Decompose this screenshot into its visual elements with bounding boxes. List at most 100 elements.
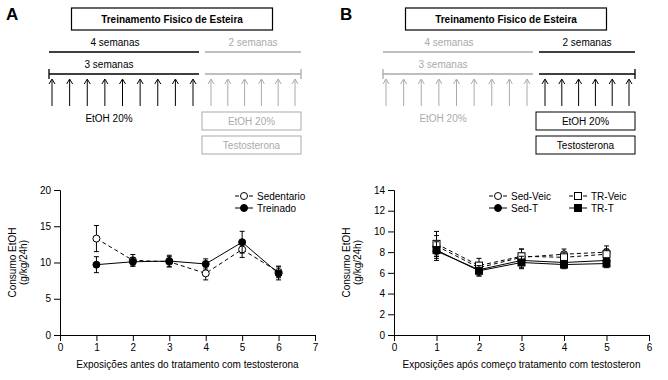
- tick-mark: [388, 335, 394, 336]
- tick-label: 2: [477, 342, 483, 353]
- arrow: [157, 80, 158, 106]
- arrow-head: [275, 79, 281, 84]
- line: [96, 239, 278, 274]
- error-bar-cap: [519, 249, 524, 250]
- tick: 5: [240, 335, 246, 353]
- legend-marker: [575, 205, 582, 212]
- arrow-head: [155, 79, 161, 84]
- error-bar: [276, 267, 281, 280]
- tick: 0: [58, 335, 64, 353]
- arrow-head: [242, 79, 248, 84]
- arrow: [261, 80, 262, 106]
- arrow: [612, 80, 613, 106]
- arrow-head: [401, 79, 407, 84]
- tick-mark: [564, 335, 565, 341]
- timeline: [539, 73, 635, 74]
- arrow: [578, 80, 579, 106]
- arrow-head: [626, 79, 632, 84]
- arrow-head: [190, 79, 196, 84]
- point: [202, 260, 209, 267]
- tick-mark: [479, 335, 480, 341]
- arrow: [140, 80, 141, 106]
- point: [93, 261, 100, 268]
- legend-item: TR-Veic: [569, 191, 627, 202]
- legend-item: Sedentario: [235, 191, 306, 202]
- arrow-head: [454, 79, 460, 84]
- arrow: [244, 80, 245, 106]
- tick: 10: [40, 257, 60, 268]
- arrow: [211, 80, 212, 106]
- arrow-head: [418, 79, 424, 84]
- tick: 14: [374, 185, 394, 196]
- error-bar-cap: [519, 268, 524, 269]
- legend: Sed-VeicSed-TTR-VeicTR-T: [489, 191, 627, 214]
- error-bar-cap: [167, 266, 172, 267]
- tick-mark: [96, 335, 97, 341]
- tick-label: 6: [276, 342, 282, 353]
- point: [603, 251, 610, 258]
- legend-label: Sed-T: [511, 203, 538, 214]
- tick: 2: [379, 309, 394, 320]
- arrow-head: [137, 79, 143, 84]
- y-axis-title: Consumo EtOH(g/kg/24h): [341, 227, 363, 297]
- arrow: [278, 80, 279, 106]
- error-bar-cap: [434, 241, 439, 242]
- arrow: [104, 80, 105, 106]
- legend-item: Sed-T: [489, 203, 538, 214]
- tick-mark: [388, 231, 394, 232]
- point: [433, 247, 440, 254]
- timeline: [539, 51, 635, 52]
- tick-mark: [388, 294, 394, 295]
- error-bar-cap: [519, 256, 524, 257]
- diagram-label: 3 semanas: [85, 59, 134, 70]
- series: [93, 231, 282, 280]
- tick-mark: [54, 226, 60, 227]
- arrow-head: [436, 79, 442, 84]
- arrow: [421, 80, 422, 106]
- timeline-tick: [382, 69, 383, 79]
- arrow: [227, 80, 228, 106]
- error-bar-cap: [276, 266, 281, 267]
- arrow: [629, 80, 630, 106]
- tick: 4: [379, 288, 394, 299]
- diagram-box: [202, 112, 301, 130]
- error-bar-cap: [240, 231, 245, 232]
- tick-label: 7: [313, 342, 319, 353]
- tick-label: 3: [167, 342, 173, 353]
- tick-label: 6: [647, 342, 653, 353]
- tick: 1: [434, 335, 440, 353]
- tick: 3: [167, 335, 173, 353]
- error-bar: [240, 231, 245, 253]
- legend-label: Sed-Veic: [511, 191, 551, 202]
- diagram-label: EtOH 20%: [85, 113, 132, 124]
- arrow: [561, 80, 562, 106]
- tick-label: 2: [379, 309, 385, 320]
- protocol-diagram: Treinamento Fisico de Esteira4 semanas2 …: [49, 8, 301, 154]
- point: [476, 267, 483, 274]
- legend-marker: [495, 193, 502, 200]
- point: [129, 258, 136, 265]
- error-bar: [477, 264, 482, 276]
- arrow: [295, 80, 296, 106]
- arrow-head: [471, 79, 477, 84]
- error-bar-cap: [434, 258, 439, 259]
- plot-area: [433, 231, 610, 276]
- tick: 20: [40, 185, 60, 196]
- legend-item: Treinado: [235, 203, 297, 214]
- tick-mark: [388, 211, 394, 212]
- tick: 5: [604, 335, 610, 353]
- arrow-head: [225, 79, 231, 84]
- error-bar: [519, 253, 524, 267]
- tick-label: 0: [45, 330, 51, 341]
- diagram-label: 4 semanas: [425, 37, 474, 48]
- diagram-label: 4 semanas: [91, 37, 140, 48]
- tick: 0: [392, 335, 398, 353]
- arrow: [175, 80, 176, 106]
- tick: 0: [45, 330, 60, 341]
- y-axis-title-line: (g/kg/24h): [352, 240, 363, 285]
- diagram-label: Treinamento Fisico de Esteira: [435, 14, 577, 25]
- error-bar-cap: [562, 249, 567, 250]
- diagram-label: Testosterona: [223, 140, 281, 151]
- tick: 15: [40, 221, 60, 232]
- timeline-tick: [300, 69, 301, 79]
